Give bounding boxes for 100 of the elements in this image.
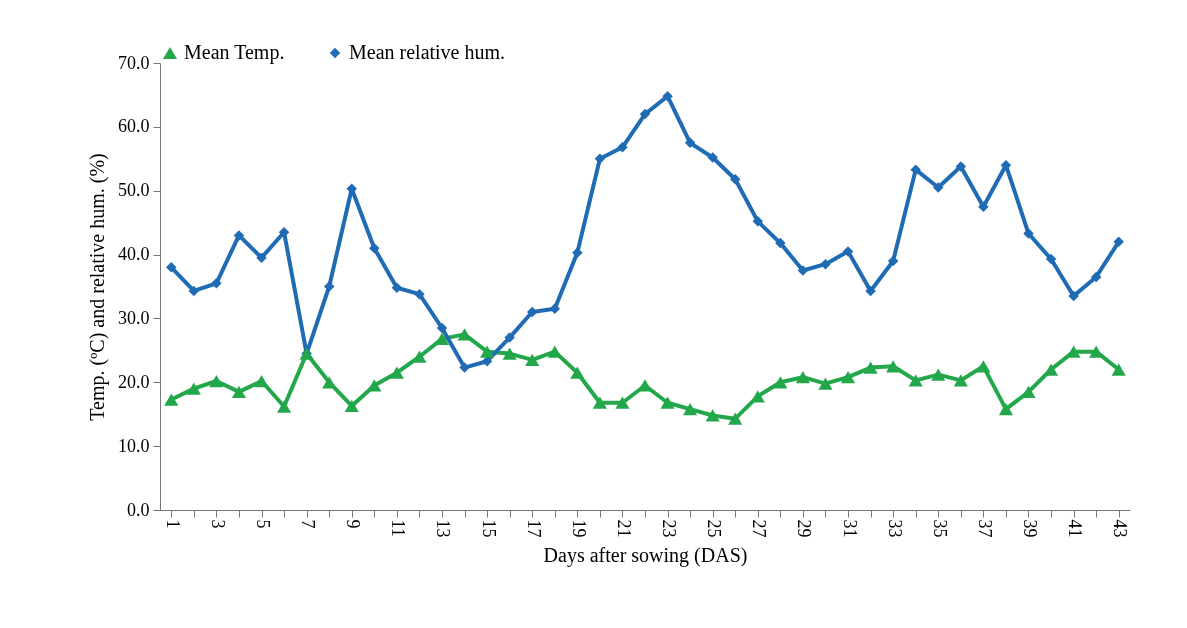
- point: [186, 382, 201, 395]
- x-tick-label: 39: [1019, 519, 1040, 538]
- point: [683, 402, 698, 416]
- point: [978, 201, 989, 212]
- point: [367, 379, 382, 392]
- point: [865, 285, 876, 297]
- point: [1045, 253, 1057, 265]
- point: [840, 371, 856, 384]
- point: [547, 345, 562, 358]
- x-tick-label: 23: [659, 519, 680, 538]
- point: [818, 377, 833, 390]
- y-tick-label: 20.0: [118, 371, 150, 392]
- point: [323, 281, 335, 292]
- x-tick-label: 15: [478, 519, 499, 538]
- x-tick-label: 25: [704, 519, 725, 538]
- x-tick-label: 1: [162, 519, 183, 529]
- point: [592, 396, 607, 409]
- x-tick-label: 35: [929, 519, 950, 538]
- x-tick-label: 9: [343, 519, 364, 529]
- point: [728, 412, 743, 425]
- point: [842, 246, 854, 257]
- point: [1090, 271, 1102, 283]
- point: [729, 173, 741, 185]
- point: [931, 368, 946, 381]
- point: [188, 285, 200, 297]
- point: [660, 396, 675, 409]
- point: [773, 376, 788, 389]
- point: [1111, 363, 1126, 376]
- y-axis-title: Temp. (ºC) and relative hum. (%): [86, 153, 109, 421]
- point: [662, 90, 673, 102]
- point: [322, 376, 337, 389]
- point: [436, 322, 448, 334]
- point: [887, 255, 899, 267]
- y-tick-label: 40.0: [118, 244, 150, 265]
- point: [953, 374, 968, 387]
- point: [797, 265, 809, 276]
- x-tick-label: 41: [1065, 519, 1086, 538]
- point: [1000, 159, 1012, 171]
- point: [750, 390, 765, 403]
- x-tick-label: 19: [568, 519, 589, 538]
- point: [344, 399, 359, 413]
- x-tick-label: 33: [884, 519, 905, 538]
- point: [525, 353, 540, 367]
- point: [639, 108, 651, 120]
- point: [1043, 363, 1059, 376]
- point: [1113, 236, 1124, 248]
- point: [209, 374, 224, 388]
- point: [1023, 228, 1034, 239]
- point: [164, 393, 179, 406]
- x-tick-label: 29: [794, 519, 815, 538]
- point: [775, 237, 786, 249]
- point: [459, 362, 470, 373]
- y-tick-label: 10.0: [118, 435, 150, 456]
- point: [707, 152, 718, 163]
- point: [389, 366, 404, 379]
- point: [233, 230, 245, 241]
- point: [480, 345, 495, 358]
- point: [705, 409, 720, 422]
- point: [820, 258, 831, 270]
- point: [910, 164, 921, 175]
- y-tick-label: 60.0: [118, 116, 150, 137]
- point: [412, 350, 427, 363]
- x-tick-label: 37: [974, 519, 995, 538]
- point: [684, 137, 696, 149]
- x-tick-label: 43: [1110, 519, 1131, 538]
- point: [231, 385, 247, 398]
- point: [369, 242, 380, 254]
- point: [277, 400, 292, 413]
- point: [572, 247, 583, 258]
- x-axis-title: Days after sowing (DAS): [543, 543, 748, 567]
- x-tick-label: 17: [523, 519, 544, 538]
- point: [549, 303, 561, 315]
- point: [976, 360, 991, 373]
- x-tick-label: 5: [253, 519, 274, 529]
- legend-label: Mean relative hum.: [349, 41, 506, 63]
- x-tick-label: 27: [749, 519, 770, 538]
- x-tick-label: 11: [388, 519, 409, 537]
- point: [502, 347, 517, 360]
- point: [617, 142, 628, 153]
- point: [457, 328, 472, 341]
- point: [211, 278, 222, 289]
- point: [1068, 290, 1079, 302]
- point: [933, 182, 944, 193]
- point: [886, 360, 901, 373]
- point: [594, 153, 606, 165]
- point: [166, 262, 177, 273]
- x-tick-label: 7: [298, 519, 319, 529]
- point: [504, 332, 515, 343]
- point: [863, 361, 878, 374]
- y-tick-label: 30.0: [118, 307, 150, 328]
- point: [256, 252, 267, 264]
- legend-label: Mean Temp.: [184, 41, 285, 64]
- point: [414, 288, 425, 300]
- point: [570, 366, 585, 379]
- point: [526, 306, 538, 318]
- y-tick-label: 70.0: [118, 52, 150, 73]
- x-tick-label: 21: [613, 519, 634, 538]
- y-tick-label: 50.0: [118, 180, 150, 201]
- point: [615, 396, 630, 409]
- x-tick-label: 13: [433, 519, 454, 538]
